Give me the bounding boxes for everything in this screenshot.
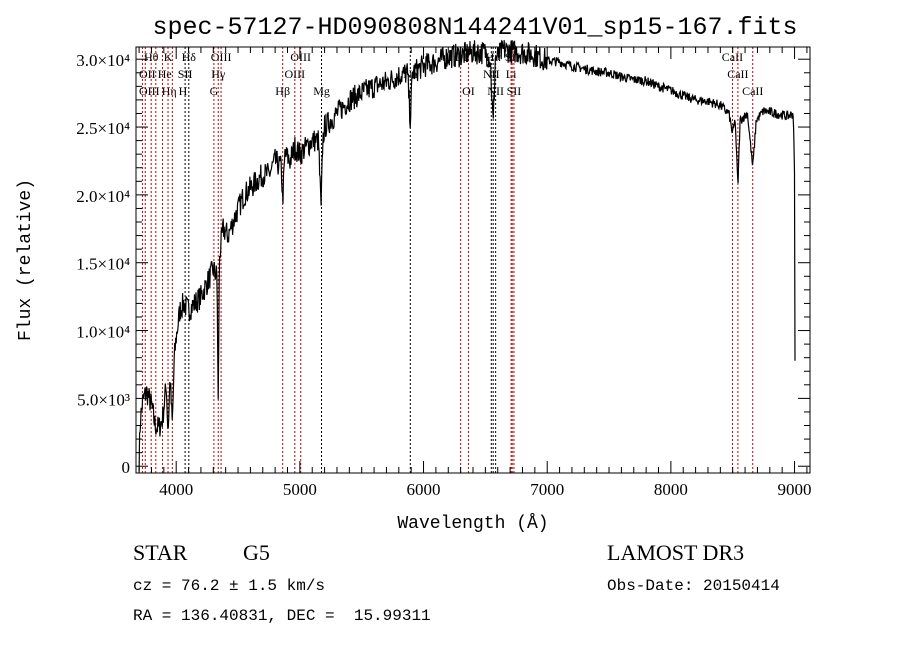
y-tick-label: 3.0×10⁴ [76, 51, 130, 70]
line-marker-label: Li [506, 67, 517, 81]
line-marker-label: OII [139, 67, 156, 81]
survey-name: LAMOST DR3 [607, 540, 744, 565]
line-markers: OII OIII Hθ Hη He K H SII Hδ G Hγ OIII Hβ OIII OIII Mg N… [139, 47, 763, 473]
chart-title: spec-57127-HD090808N144241V01_sp15-167.f… [152, 13, 797, 42]
line-marker-label: H [179, 84, 188, 98]
line-marker-label: OIII [285, 67, 306, 81]
spectrum-line [138, 39, 796, 472]
line-marker-label: Hθ [144, 50, 159, 64]
x-tick-label: 8000 [654, 480, 688, 499]
y-tick-label: 2.0×10⁴ [76, 187, 130, 206]
line-marker-label: NII [487, 84, 504, 98]
x-axis-label: Wavelength (Å) [397, 513, 548, 534]
line-marker-label: OIII [211, 50, 232, 64]
x-tick-label: 6000 [407, 480, 441, 499]
line-marker-label: CaII [742, 84, 763, 98]
plot-frame [135, 46, 811, 474]
line-marker-label: OI [462, 84, 475, 98]
line-marker-label: Hδ [182, 50, 197, 64]
y-tick-label: 5.0×10³ [77, 390, 130, 409]
y-tick-label: 1.5×10⁴ [76, 255, 130, 274]
line-marker-label: CaII [727, 67, 748, 81]
object-subclass: G5 [243, 540, 270, 565]
line-marker-label: Hβ [275, 84, 290, 98]
y-axis-label: Flux (relative) [16, 179, 36, 341]
y-tick-label: 1.0×10⁴ [76, 323, 130, 342]
line-marker-label: SII [507, 84, 522, 98]
line-marker-label: Hη [162, 84, 177, 98]
obs-date: Obs-Date: 20150414 [607, 577, 780, 595]
y-tick-label: 0 [122, 458, 131, 477]
line-marker-label: Mg [313, 84, 330, 98]
line-marker-label: K [164, 50, 173, 64]
x-tick-label: 7000 [530, 480, 564, 499]
coordinates: RA = 136.40831, DEC = 15.99311 [133, 607, 431, 625]
line-marker-label: He [158, 67, 172, 81]
redshift-text: cz = 76.2 ± 1.5 km/s [133, 577, 325, 595]
line-marker-label: OIII [290, 50, 311, 64]
x-tick-label: 4000 [159, 480, 193, 499]
axis-ticks: 4000 5000 6000 7000 8000 9000 0 5.0×10³ 1.0×10⁴ 1… [76, 47, 812, 499]
line-marker-label: G [210, 84, 219, 98]
y-tick-label: 2.5×10⁴ [76, 119, 130, 138]
line-marker-label: OIII [139, 84, 160, 98]
object-class: STAR [133, 540, 188, 565]
x-tick-label: 5000 [283, 480, 317, 499]
line-marker-label: SII [178, 67, 193, 81]
x-tick-label: 9000 [778, 480, 812, 499]
line-marker-label: Hγ [211, 67, 226, 81]
